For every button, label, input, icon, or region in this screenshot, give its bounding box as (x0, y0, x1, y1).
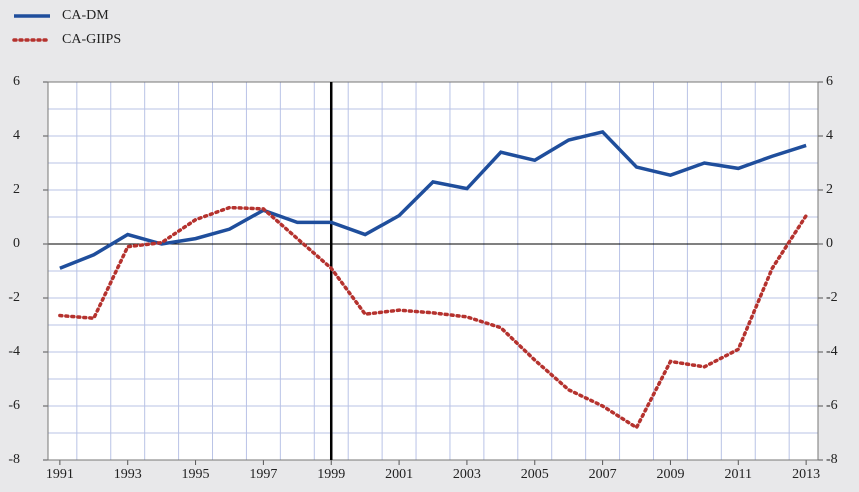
y2-tick-label: 6 (826, 74, 833, 89)
x-tick-label: 2007 (589, 467, 617, 482)
plot-border (47, 81, 819, 461)
y2-tick-label: 2 (826, 182, 833, 197)
x-tick-label: 2011 (725, 467, 752, 482)
y2-tick-label: -8 (826, 452, 838, 467)
x-tick-label: 1993 (114, 467, 142, 482)
series-line (59, 130, 807, 270)
y2-tick-label: 4 (826, 128, 833, 143)
y-tick-label: 6 (13, 74, 20, 89)
y-tick-label: -2 (8, 290, 20, 305)
x-tick-label: 2005 (521, 467, 549, 482)
x-tick-label: 1995 (182, 467, 210, 482)
x-tick-label: 2009 (656, 467, 684, 482)
series-line (58, 205, 808, 431)
y-tick-label: -8 (8, 452, 20, 467)
y-tick-label: 2 (13, 182, 20, 197)
y2-tick-label: -2 (826, 290, 838, 305)
y2-tick-label: -4 (826, 344, 838, 359)
x-tick-label: 1999 (317, 467, 345, 482)
y-tick-label: 0 (13, 236, 20, 251)
y2-tick-label: -6 (826, 398, 838, 413)
x-tick-label: 2001 (385, 467, 413, 482)
x-tick-label: 1997 (249, 467, 277, 482)
x-tick-label: 2013 (792, 467, 820, 482)
y2-tick-label: 0 (826, 236, 833, 251)
legend-label: CA-DM (62, 8, 109, 23)
y-tick-label: -4 (8, 344, 20, 359)
y-tick-label: 4 (13, 128, 20, 143)
y-tick-label: -6 (8, 398, 20, 413)
legend-label: CA-GIIPS (62, 32, 121, 47)
x-tick-label: 1991 (46, 467, 74, 482)
x-tick-label: 2003 (453, 467, 481, 482)
